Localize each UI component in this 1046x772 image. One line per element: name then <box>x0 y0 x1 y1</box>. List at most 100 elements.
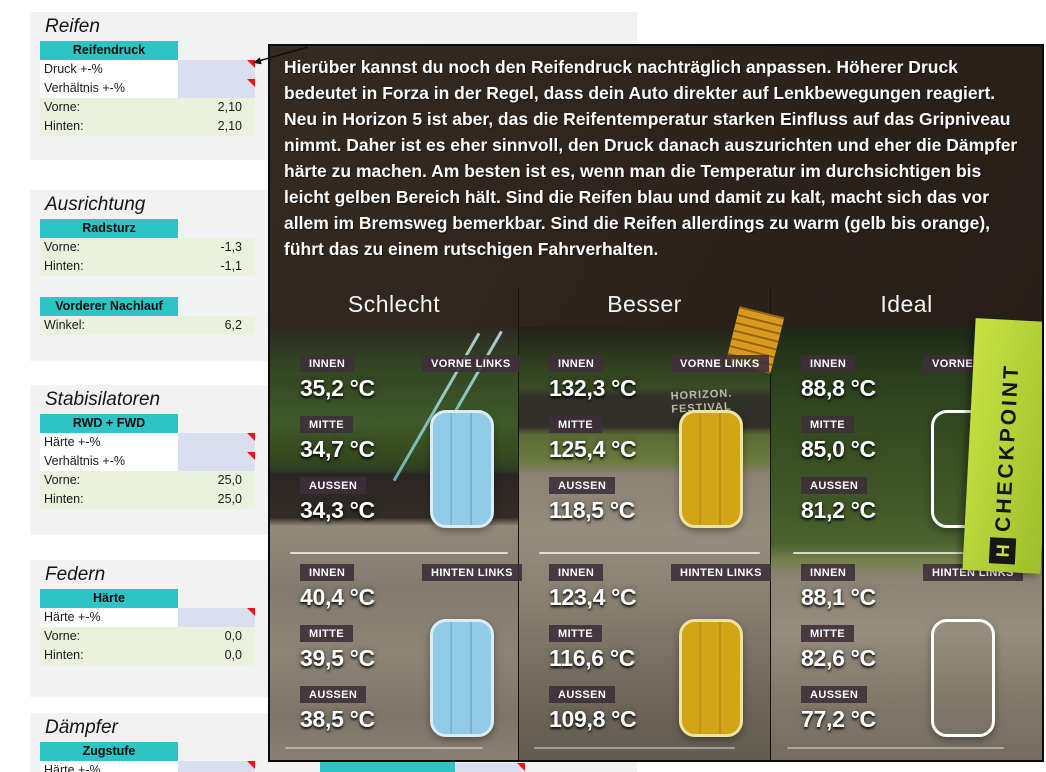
comment-indicator-icon <box>247 433 255 441</box>
comment-indicator-icon <box>247 608 255 616</box>
temperature-reading: MITTE 125,4 °C <box>549 416 637 463</box>
setting-label: Verhältnis +-% <box>40 452 178 471</box>
comment-indicator-icon <box>247 79 255 87</box>
setting-value: -1,1 <box>220 259 242 273</box>
setting-row: Vorne: -1,3 <box>40 238 255 257</box>
setting-value: 0,0 <box>224 648 242 662</box>
checkpoint-banner-text: CHECKPOINT <box>991 362 1024 533</box>
setting-row: Härte +-% <box>40 761 255 772</box>
setting-label: Vorne: <box>44 629 81 643</box>
setting-row: Vorne: 2,10 <box>40 98 255 117</box>
temperature-value: 88,8 °C <box>801 375 876 401</box>
setting-label: Hinten: <box>44 648 84 662</box>
temperature-readings: INNEN 40,4 °C MITTE 39,5 °C AUSSEN 38,5 °C <box>300 564 375 747</box>
temperature-readings: INNEN 88,8 °C MITTE 85,0 °C AUSSEN 81,2 °C <box>801 355 876 538</box>
clipped-group-header <box>320 762 455 772</box>
comment-indicator-icon <box>247 452 255 460</box>
wheel-position-badge: HINTEN LINKS <box>671 564 771 581</box>
checkpoint-banner: CHECKPOINT H <box>962 318 1042 574</box>
setting-row: Hinten: -1,1 <box>40 257 255 276</box>
section-title: Federn <box>45 564 106 585</box>
measurement-label-badge: AUSSEN <box>549 686 616 703</box>
temperature-value: 81,2 °C <box>801 497 876 523</box>
temperature-value: 77,2 °C <box>801 706 876 732</box>
group-header: Vorderer Nachlauf <box>40 297 178 316</box>
tire-graphic <box>931 619 995 737</box>
tire-graphic <box>430 619 494 737</box>
road-marking <box>787 747 1005 749</box>
setting-input-cell[interactable] <box>178 452 255 471</box>
temperature-reading: AUSSEN 34,3 °C <box>300 477 375 524</box>
measurement-label-badge: MITTE <box>300 625 353 642</box>
temperature-reading: INNEN 123,4 °C <box>549 564 637 611</box>
road-marking <box>792 552 1032 554</box>
setting-value: 25,0 <box>217 492 242 506</box>
measurement-label-badge: INNEN <box>801 355 856 372</box>
measurement-label-badge: MITTE <box>300 416 353 433</box>
temperature-value: 40,4 °C <box>300 584 375 610</box>
temperature-reading: MITTE 116,6 °C <box>549 625 636 672</box>
road-marking <box>539 552 760 554</box>
road-marking <box>284 747 484 749</box>
temperature-readings: INNEN 88,1 °C MITTE 82,6 °C AUSSEN 77,2 °C <box>801 564 876 747</box>
group-header: Härte <box>40 589 178 608</box>
column-title: Schlecht <box>347 291 441 317</box>
temperature-value: 118,5 °C <box>549 497 636 523</box>
temperature-reading: AUSSEN 118,5 °C <box>549 477 636 524</box>
setting-input-cell[interactable] <box>178 608 255 627</box>
temperature-reading: INNEN 40,4 °C <box>300 564 375 611</box>
temperature-value: 34,7 °C <box>300 436 375 462</box>
setting-input-cell[interactable] <box>178 761 255 772</box>
clipped-input-cell[interactable] <box>455 763 525 772</box>
road-marking <box>534 747 735 749</box>
setting-label: Verhältnis +-% <box>40 79 178 98</box>
annotation-text: Hierüber kannst du noch den Reifendruck … <box>284 57 1018 259</box>
temperature-value: 116,6 °C <box>549 645 636 671</box>
setting-label: Härte +-% <box>40 608 178 627</box>
setting-row: Hinten: 0,0 <box>40 646 255 665</box>
group-header: Reifendruck <box>40 41 178 60</box>
section-title: Stabisilatoren <box>45 389 161 410</box>
measurement-label-badge: AUSSEN <box>300 477 367 494</box>
setting-label: Härte +-% <box>40 433 178 452</box>
measurement-label-badge: INNEN <box>300 355 355 372</box>
measurement-label-badge: AUSSEN <box>300 686 367 703</box>
temperature-value: 125,4 °C <box>549 436 637 462</box>
setting-label: Hinten: <box>44 492 84 506</box>
setting-row: Vorne: 0,0 <box>40 627 255 646</box>
setting-row: Verhältnis +-% <box>40 452 255 471</box>
setting-value: 2,10 <box>217 100 242 114</box>
setting-input-cell[interactable] <box>178 433 255 452</box>
temperature-reading: AUSSEN 81,2 °C <box>801 477 876 524</box>
measurement-label-badge: AUSSEN <box>801 686 868 703</box>
temperature-reading: AUSSEN 38,5 °C <box>300 686 375 733</box>
setting-value: -1,3 <box>220 240 242 254</box>
measurement-label-badge: MITTE <box>549 416 602 433</box>
setting-row: Hinten: 2,10 <box>40 117 255 136</box>
temperature-value: 82,6 °C <box>801 645 876 671</box>
column-title: Besser <box>607 291 682 317</box>
scene-photo: HORIZON. FESTIVAL INNEN 132,3 °C MITTE 125,4 … <box>519 306 785 760</box>
setting-value: 6,2 <box>224 318 242 332</box>
setting-input-cell[interactable] <box>178 79 255 98</box>
tire-graphic <box>430 410 494 528</box>
temperature-value: 34,3 °C <box>300 497 375 523</box>
temperature-reading: INNEN 132,3 °C <box>549 355 637 402</box>
temperature-value: 123,4 °C <box>549 584 637 610</box>
temperature-readings: INNEN 132,3 °C MITTE 125,4 °C AUSSEN 118,5 °C <box>549 355 637 538</box>
measurement-label-badge: INNEN <box>300 564 355 581</box>
temperature-reading: MITTE 82,6 °C <box>801 625 876 672</box>
temperature-reading: MITTE 34,7 °C <box>300 416 375 463</box>
group-header: Zugstufe <box>40 742 178 761</box>
scene-photo: INNEN 35,2 °C MITTE 34,7 °C AUSSEN 34,3 °C VOR… <box>270 327 522 760</box>
wheel-position-badge: VORNE LINKS <box>422 355 520 372</box>
setting-input-cell[interactable] <box>178 60 255 79</box>
measurement-label-badge: MITTE <box>801 416 854 433</box>
setting-label: Winkel: <box>44 318 85 332</box>
embedded-screenshot: Hierüber kannst du noch den Reifendruck … <box>268 44 1044 762</box>
group-header: RWD + FWD <box>40 414 178 433</box>
setting-row: Härte +-% <box>40 608 255 627</box>
comparison-columns: Schlecht INNEN 35,2 °C MITTE 34,7 °C AUSSEN 34… <box>270 287 1042 760</box>
setting-row: Härte +-% <box>40 433 255 452</box>
